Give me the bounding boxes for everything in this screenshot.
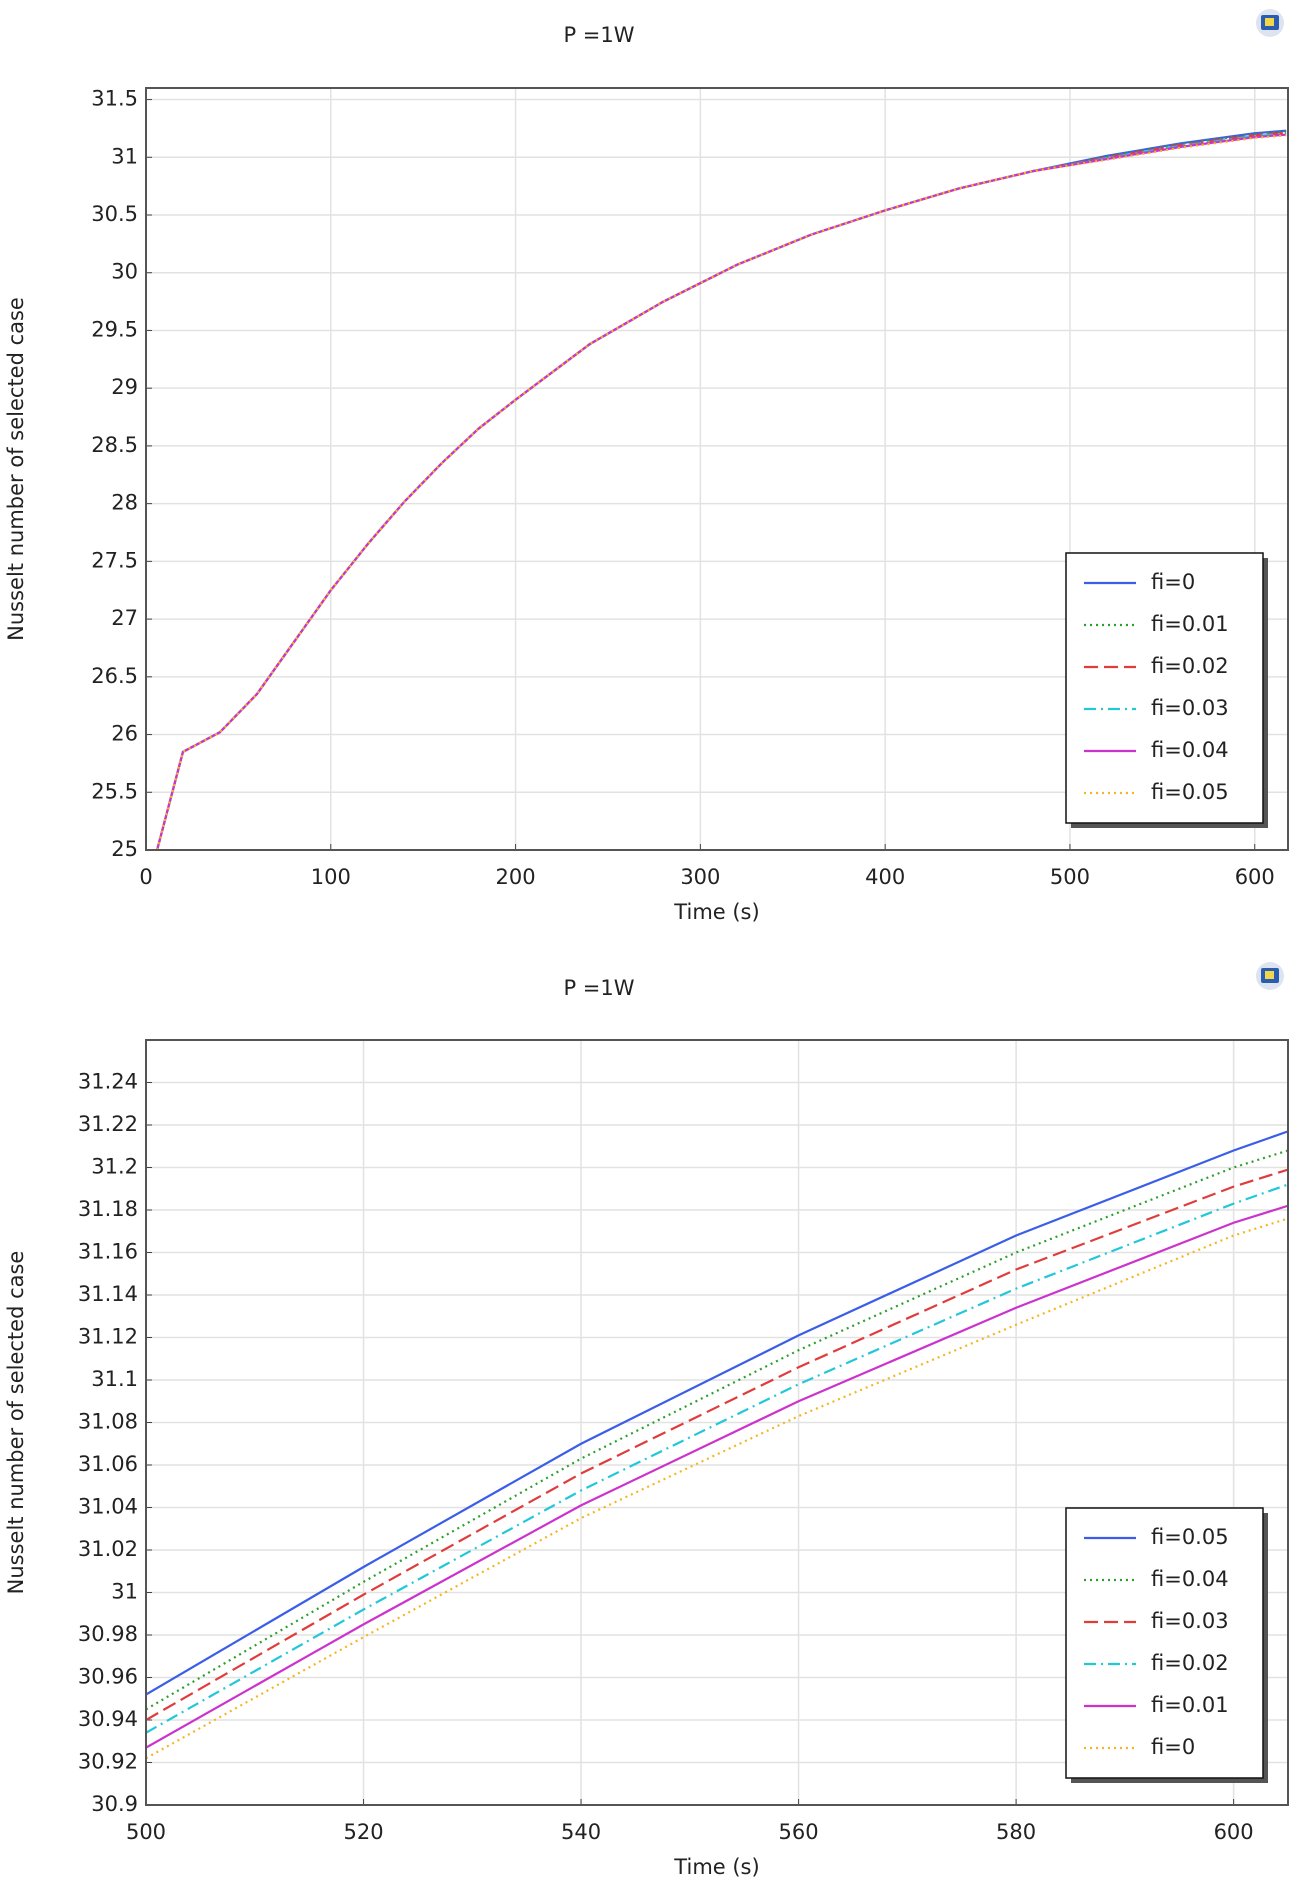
- y-tick-label: 31.24: [78, 1070, 138, 1094]
- y-tick-label: 31.16: [78, 1240, 138, 1264]
- legend-box: [1065, 1507, 1264, 1779]
- chart-title: P =1W: [563, 976, 634, 1000]
- y-tick-label: 30: [111, 260, 138, 284]
- legend-label: fi=0.02: [1151, 654, 1229, 678]
- x-tick-label: 0: [139, 865, 152, 889]
- y-axis-label: Nusselt number of selected case: [4, 1251, 28, 1595]
- legend-label: fi=0: [1151, 1735, 1195, 1759]
- y-tick-label: 27.5: [91, 548, 138, 572]
- x-tick-label: 600: [1214, 1820, 1254, 1844]
- x-tick-label: 560: [779, 1820, 819, 1844]
- y-tick-label: 31.14: [78, 1282, 138, 1306]
- y-tick-label: 26.5: [91, 664, 138, 688]
- y-tick-label: 25: [111, 837, 138, 861]
- x-tick-label: 300: [680, 865, 720, 889]
- y-tick-label: 28: [111, 491, 138, 515]
- y-tick-label: 30.92: [78, 1750, 138, 1774]
- y-tick-label: 30.9: [91, 1792, 138, 1816]
- y-tick-label: 31: [111, 1580, 138, 1604]
- chart-title: P =1W: [563, 23, 634, 47]
- legend-label: fi=0.04: [1151, 738, 1229, 762]
- y-tick-label: 31.02: [78, 1537, 138, 1561]
- y-tick-label: 27: [111, 606, 138, 630]
- y-axis-label: Nusselt number of selected case: [4, 297, 28, 641]
- legend-label: fi=0.01: [1151, 1693, 1229, 1717]
- y-tick-label: 31.5: [91, 87, 138, 111]
- series-line: [156, 134, 1287, 850]
- y-tick-label: 31.18: [78, 1197, 138, 1221]
- plot-frame: [145, 1039, 1289, 1806]
- series-line: [146, 1183, 1288, 1734]
- y-tick-label: 30.94: [78, 1707, 138, 1731]
- y-tick-label: 31.22: [78, 1112, 138, 1136]
- x-tick-label: 540: [561, 1820, 601, 1844]
- y-tick-label: 30.98: [78, 1622, 138, 1646]
- y-tick-label: 30.5: [91, 202, 138, 226]
- y-tick-label: 29: [111, 375, 138, 399]
- x-tick-label: 500: [1050, 865, 1090, 889]
- legend-label: fi=0.05: [1151, 1525, 1229, 1549]
- x-tick-label: 520: [343, 1820, 383, 1844]
- series-line: [146, 1204, 1288, 1749]
- legend-label: fi=0.05: [1151, 780, 1229, 804]
- plot-frame: [145, 87, 1289, 851]
- icon: [1256, 9, 1284, 990]
- y-tick-label: 31.08: [78, 1410, 138, 1434]
- y-tick-label: 29.5: [91, 317, 138, 341]
- legend-label: fi=0.01: [1151, 612, 1229, 636]
- y-tick-label: 30.96: [78, 1665, 138, 1689]
- x-tick-label: 200: [496, 865, 536, 889]
- y-tick-label: 31.2: [91, 1155, 138, 1179]
- x-tick-label: 100: [311, 865, 351, 889]
- legend-label: fi=0.04: [1151, 1567, 1229, 1591]
- series-line: [146, 1130, 1288, 1696]
- series-line: [146, 1168, 1288, 1721]
- x-tick-label: 500: [126, 1820, 166, 1844]
- legend-label: fi=0.03: [1151, 696, 1229, 720]
- y-tick-label: 31.04: [78, 1495, 138, 1519]
- x-axis-label: Time (s): [673, 900, 759, 924]
- legend-label: fi=0.02: [1151, 1651, 1229, 1675]
- y-tick-label: 28.5: [91, 433, 138, 457]
- y-tick-label: 26: [111, 722, 138, 746]
- x-axis-label: Time (s): [673, 1855, 759, 1879]
- x-tick-label: 580: [996, 1820, 1036, 1844]
- y-tick-label: 31.06: [78, 1452, 138, 1476]
- legend-label: fi=0.03: [1151, 1609, 1229, 1633]
- y-tick-label: 31.1: [91, 1367, 138, 1391]
- y-tick-label: 31.12: [78, 1325, 138, 1349]
- series-line: [146, 1149, 1288, 1711]
- y-tick-label: 31: [111, 144, 138, 168]
- x-tick-label: 600: [1235, 865, 1275, 889]
- legend-box: [1065, 552, 1264, 824]
- y-tick-label: 25.5: [91, 779, 138, 803]
- x-tick-label: 400: [865, 865, 905, 889]
- legend-label: fi=0: [1151, 570, 1195, 594]
